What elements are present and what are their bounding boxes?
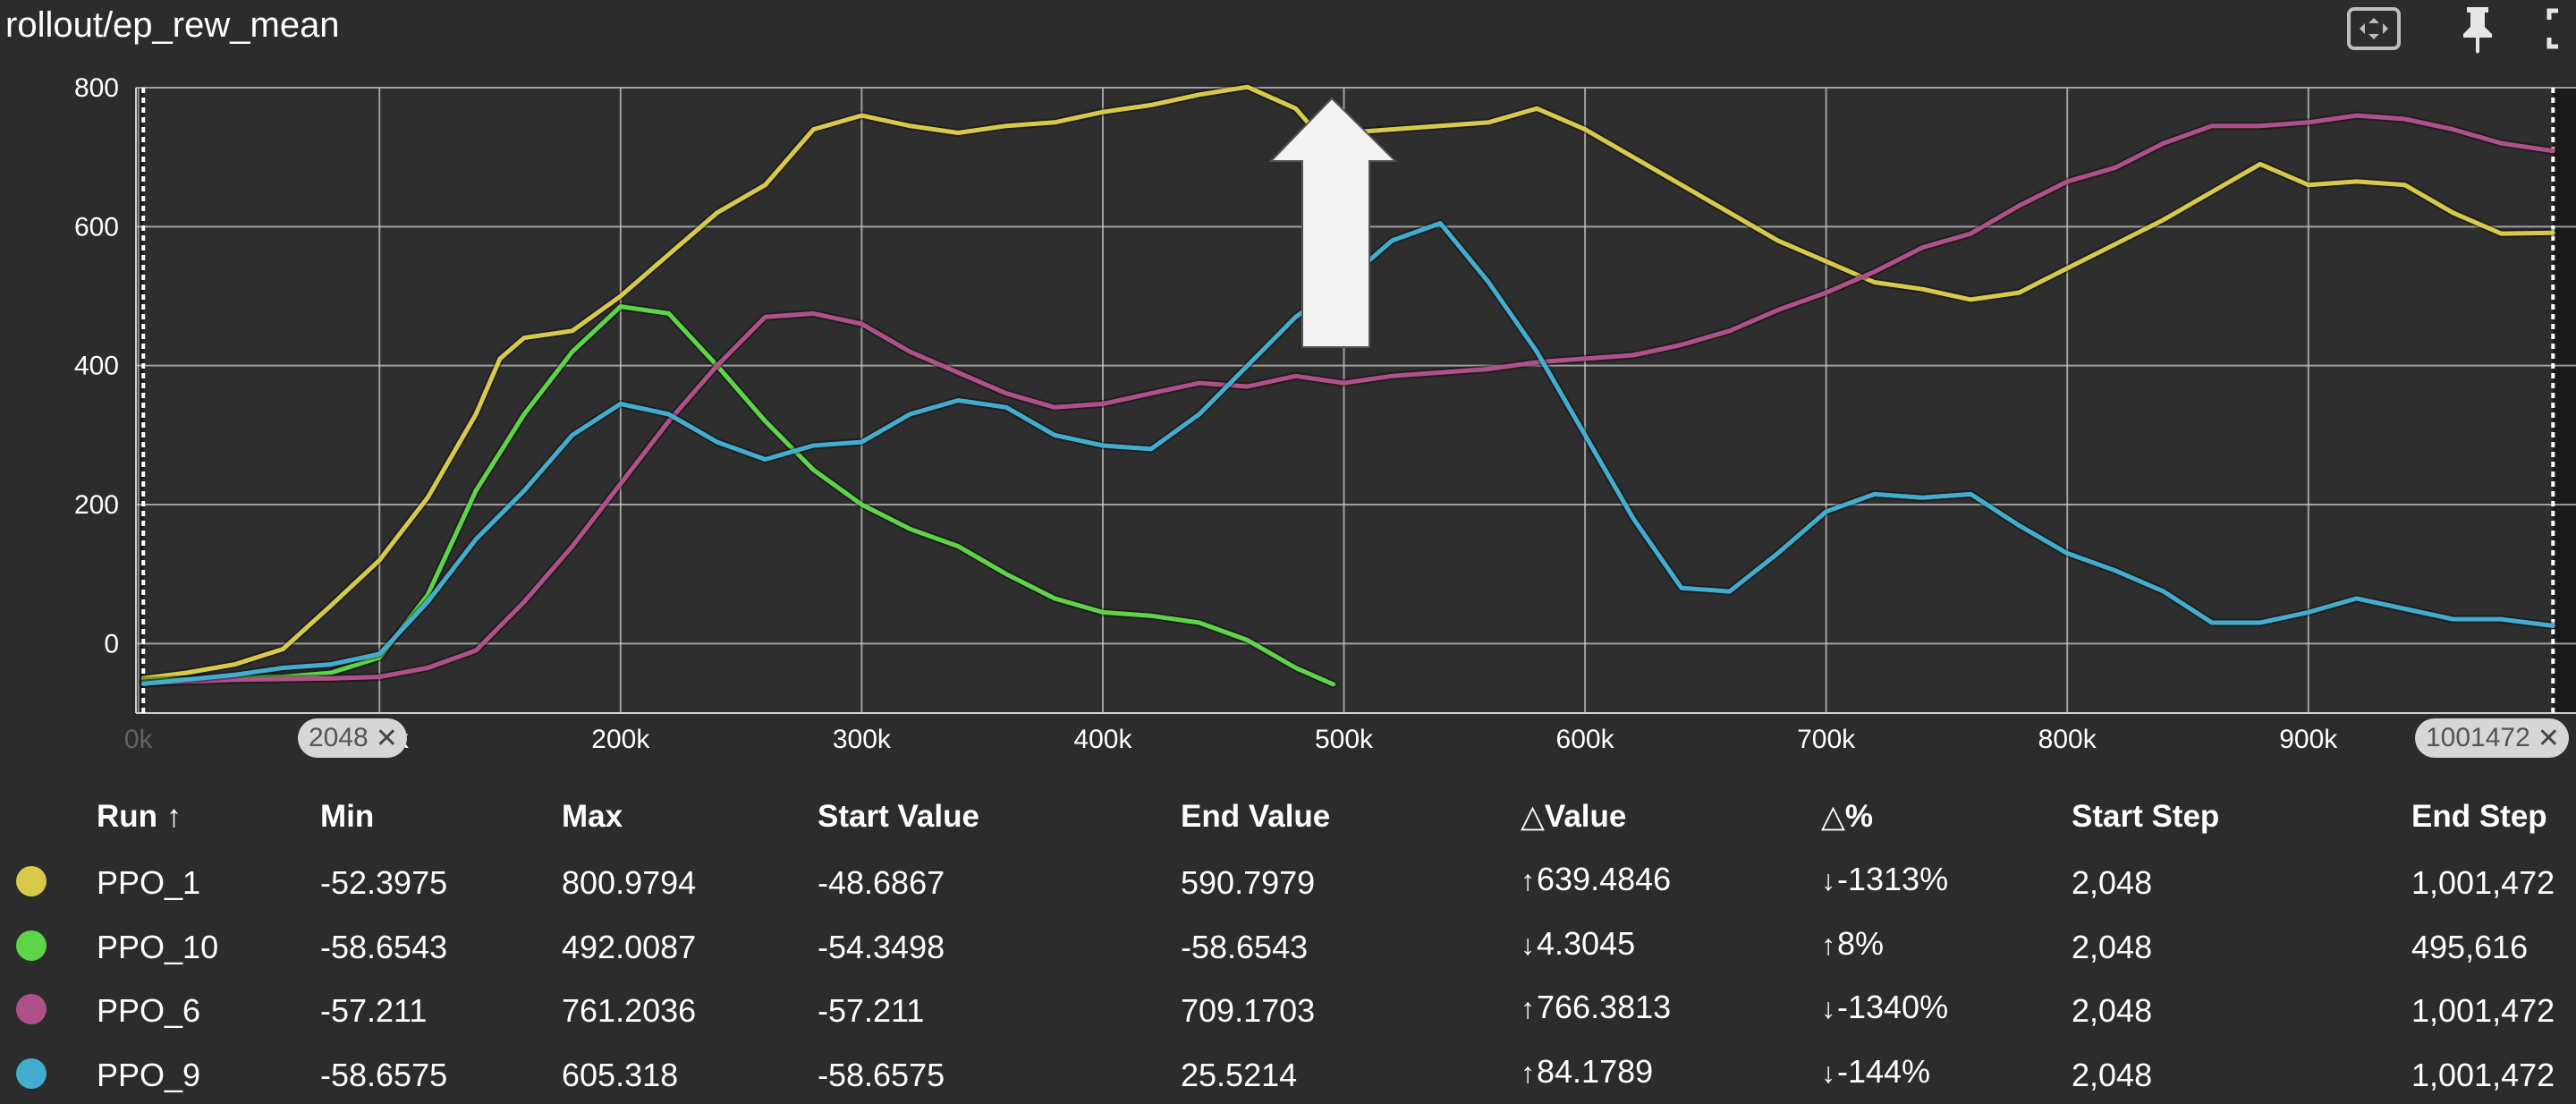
arrow-up-icon: ↑ bbox=[1521, 1057, 1535, 1089]
excluded-region-left bbox=[136, 88, 144, 713]
table-cell: PPO_10 bbox=[97, 929, 219, 965]
close-icon[interactable]: ✕ bbox=[2537, 723, 2560, 753]
x-tick-label: 400k bbox=[1073, 725, 1132, 754]
fit-domain-icon[interactable] bbox=[2347, 4, 2401, 54]
table-cell: 1,001,472 bbox=[2411, 992, 2555, 1029]
table-cell: 2,048 bbox=[2072, 1057, 2153, 1093]
table-cell: -57.211 bbox=[818, 992, 925, 1029]
arrow-down-icon: ↓ bbox=[1821, 864, 1835, 896]
arrow-down-icon: ↓ bbox=[1821, 992, 1835, 1024]
delta-value-cell: ↑639.4846 bbox=[1521, 861, 1671, 898]
column-header[interactable]: Run ↑ bbox=[97, 799, 182, 834]
table-cell: -52.3975 bbox=[320, 864, 448, 901]
delta-percent: 8% bbox=[1837, 925, 1885, 962]
table-cell: -58.6543 bbox=[1181, 929, 1309, 965]
arrow-up-icon: ↑ bbox=[1521, 992, 1535, 1024]
range-start-label: 2048 bbox=[309, 723, 369, 752]
column-header: End Value bbox=[1181, 799, 1331, 834]
y-tick-label: 800 bbox=[74, 73, 119, 103]
x-tick-label: 600k bbox=[1556, 725, 1615, 754]
x-tick-label: 700k bbox=[1797, 725, 1856, 754]
column-header: End Step bbox=[2411, 799, 2547, 834]
table-cell: 25.5214 bbox=[1181, 1057, 1298, 1093]
pin-icon[interactable] bbox=[2451, 4, 2504, 54]
y-tick-label: 0 bbox=[104, 629, 119, 658]
delta-value-cell: ↓4.3045 bbox=[1521, 925, 1635, 963]
x-tick-label: 0k bbox=[124, 725, 154, 754]
table-cell: 709.1703 bbox=[1181, 992, 1316, 1029]
table-cell: 590.7979 bbox=[1181, 864, 1316, 901]
range-start-chip[interactable]: 2048 ✕ bbox=[298, 718, 407, 758]
run-color-dot bbox=[16, 866, 47, 896]
y-tick-label: 600 bbox=[74, 212, 119, 242]
x-tick-label: 800k bbox=[2038, 725, 2097, 754]
x-tick-label: 900k bbox=[2279, 725, 2338, 754]
up-arrow-annotation bbox=[1268, 97, 1398, 348]
column-header: Start Value bbox=[818, 799, 979, 834]
table-cell: 2,048 bbox=[2072, 929, 2153, 965]
y-tick-label: 200 bbox=[74, 490, 119, 520]
table-cell: -48.6867 bbox=[818, 864, 945, 901]
table-cell: 492.0087 bbox=[562, 929, 697, 965]
delta-percent: -1340% bbox=[1837, 989, 1949, 1025]
run-color-dot bbox=[16, 1058, 47, 1089]
table-cell: PPO_6 bbox=[97, 992, 201, 1029]
close-icon[interactable]: ✕ bbox=[375, 723, 398, 753]
excluded-region-right bbox=[2553, 88, 2576, 713]
delta-percent-cell: ↓-144% bbox=[1821, 1053, 1930, 1091]
range-end-label: 1001472 bbox=[2426, 723, 2530, 752]
column-header: Min bbox=[320, 799, 375, 834]
table-cell: 800.9794 bbox=[562, 864, 697, 901]
series-line-PPO_10 bbox=[140, 304, 1336, 687]
y-tick-label: 400 bbox=[74, 352, 119, 381]
table-cell: -58.6575 bbox=[320, 1057, 448, 1093]
table-cell: 1,001,472 bbox=[2411, 1057, 2555, 1093]
table-cell: 495,616 bbox=[2411, 929, 2529, 965]
table-cell: 761.2036 bbox=[562, 992, 697, 1029]
delta-value-cell: ↑84.1789 bbox=[1521, 1053, 1653, 1091]
delta-percent-cell: ↓-1340% bbox=[1821, 989, 1948, 1026]
run-color-dot bbox=[16, 930, 47, 961]
chart-title: rollout/ep_rew_mean bbox=[5, 5, 340, 45]
delta-percent: -144% bbox=[1837, 1053, 1931, 1090]
arrow-down-icon: ↓ bbox=[1521, 929, 1535, 961]
chart-plot[interactable]: 02004006008000k100k200k300k400k500k600k7… bbox=[0, 0, 2576, 787]
column-header: Max bbox=[562, 799, 623, 834]
x-tick-label: 500k bbox=[1315, 725, 1374, 754]
table-cell: 1,001,472 bbox=[2411, 864, 2555, 901]
table-cell: 2,048 bbox=[2072, 864, 2153, 901]
arrow-up-icon: ↑ bbox=[1821, 929, 1835, 961]
table-cell: -54.3498 bbox=[818, 929, 945, 965]
table-cell: -58.6543 bbox=[320, 929, 448, 965]
arrow-up-icon: ↑ bbox=[1521, 864, 1535, 896]
table-cell: -57.211 bbox=[320, 992, 428, 1029]
delta-value: 84.1789 bbox=[1537, 1053, 1654, 1090]
series-line-PPO_6 bbox=[140, 113, 2555, 686]
table-cell: 605.318 bbox=[562, 1057, 679, 1093]
column-header: △Value bbox=[1521, 799, 1627, 834]
range-end-chip[interactable]: 1001472 ✕ bbox=[2415, 718, 2569, 758]
delta-value-cell: ↑766.3813 bbox=[1521, 989, 1671, 1026]
delta-percent: -1313% bbox=[1837, 861, 1949, 897]
delta-percent-cell: ↓-1313% bbox=[1821, 861, 1948, 898]
x-tick-label: 200k bbox=[591, 725, 650, 754]
arrow-down-icon: ↓ bbox=[1821, 1057, 1835, 1089]
table-cell: PPO_9 bbox=[97, 1057, 201, 1093]
table-cell: PPO_1 bbox=[97, 864, 201, 901]
table-cell: -58.6575 bbox=[818, 1057, 945, 1093]
column-header: △% bbox=[1821, 799, 1874, 834]
delta-percent-cell: ↑8% bbox=[1821, 925, 1884, 963]
run-color-dot bbox=[16, 994, 47, 1024]
delta-value: 639.4846 bbox=[1537, 861, 1672, 897]
x-tick-label: 300k bbox=[833, 725, 892, 754]
delta-value: 766.3813 bbox=[1537, 989, 1672, 1025]
fullscreen-icon[interactable] bbox=[2546, 4, 2576, 54]
delta-value: 4.3045 bbox=[1537, 925, 1636, 962]
table-cell: 2,048 bbox=[2072, 992, 2153, 1029]
column-header: Start Step bbox=[2072, 799, 2220, 834]
